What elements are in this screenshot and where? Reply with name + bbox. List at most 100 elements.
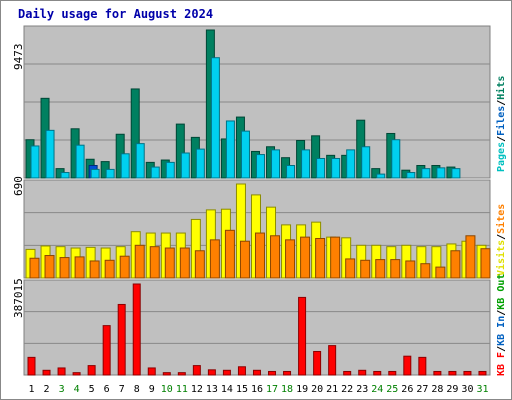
x-tick-label: 5 [89, 384, 95, 395]
bar-pages [271, 149, 281, 179]
bar-sites [270, 235, 281, 279]
bar-sites [330, 236, 341, 279]
legend-sep: / [496, 99, 507, 106]
bar-sites [119, 255, 130, 279]
bar-pages [346, 149, 356, 179]
x-tick-label: 25 [386, 384, 398, 395]
bar-sites [390, 259, 401, 279]
x-tick-label: 7 [119, 384, 125, 395]
bar-pages [301, 149, 311, 179]
bar-sites [104, 259, 115, 279]
x-tick-label: 26 [401, 384, 413, 395]
bar-sites [300, 236, 311, 279]
legend-sep: / [496, 309, 507, 316]
x-tick-label: 12 [191, 384, 203, 395]
bar-kb-f [418, 356, 427, 376]
bar-kb-f [87, 365, 96, 376]
x-tick-label: 27 [416, 384, 428, 395]
bar-sites [375, 259, 386, 279]
bar-pages [105, 168, 115, 179]
x-tick-label: 6 [104, 384, 110, 395]
bar-hits [371, 168, 381, 179]
bar-kb-f [72, 372, 81, 376]
bar-kb-f [358, 369, 367, 376]
bar-sites [435, 266, 446, 279]
bar-pages [240, 130, 250, 179]
x-tick-label: 23 [356, 384, 368, 395]
x-tick-label: 8 [134, 384, 140, 395]
bar-pages [286, 165, 296, 179]
bar-pages [180, 152, 190, 179]
bar-sites [450, 250, 461, 279]
x-tick-label: 20 [311, 384, 323, 395]
x-tick-label: 10 [161, 384, 173, 395]
bar-pages [421, 168, 431, 179]
legend-sep: / [496, 233, 507, 240]
bar-kb-f [57, 367, 66, 376]
x-tick-label: 29 [446, 384, 458, 395]
bar-pages [331, 157, 341, 179]
bar-pages [75, 144, 85, 179]
bar-hits [130, 88, 140, 179]
legend-pages: Pages [496, 141, 507, 172]
bar-pages [376, 173, 386, 179]
bar-sites [89, 260, 100, 279]
bar-pages [361, 146, 371, 179]
x-tick-label: 2 [44, 384, 50, 395]
panel3-ymax-label: 387015 [12, 278, 25, 318]
bar-kb-f [237, 366, 246, 376]
legend-kbout: KB Out [496, 273, 507, 310]
x-tick-label: 17 [266, 384, 278, 395]
bar-sites [44, 255, 55, 279]
legend-kbin: KB In [496, 315, 507, 346]
legend-hits: Hits [496, 75, 507, 100]
bar-pages [316, 157, 326, 179]
bar-sites [59, 257, 70, 279]
bar-kb-f [27, 356, 36, 376]
x-tick-label: 3 [59, 384, 65, 395]
bar-kb-f [373, 370, 382, 376]
bar-kb-f [132, 283, 141, 376]
bar-hits [175, 123, 185, 179]
panel1-ymax-label: 9473 [12, 43, 25, 71]
bar-sites [224, 229, 235, 279]
bar-kb-f [433, 370, 442, 376]
bar-kb-f [388, 370, 397, 376]
bar-kb-f [463, 370, 472, 376]
bar-sites [179, 247, 190, 279]
bar-sites [149, 246, 160, 279]
bar-sites [345, 258, 356, 279]
bar-sites [164, 247, 175, 279]
bar-kb-f [283, 370, 292, 376]
x-tick-label: 21 [326, 384, 338, 395]
x-tick-label: 9 [149, 384, 155, 395]
x-tick-label: 28 [431, 384, 443, 395]
panel1-legend: Pages/Files/Hits [496, 76, 507, 172]
legend-sep: / [496, 345, 507, 352]
panel2-legend: Visits/Sites [496, 204, 507, 276]
bar-kb-f [448, 370, 457, 376]
legend-kbf: KB F [496, 351, 507, 376]
bar-kb-f [328, 345, 337, 376]
bar-kb-f [313, 350, 322, 376]
bar-sites [465, 235, 476, 279]
bar-kb-f [117, 303, 126, 376]
x-tick-label: 14 [221, 384, 233, 395]
bar-kb-f [147, 367, 156, 376]
legend-sites: Sites [496, 203, 507, 234]
bar-hits [311, 135, 321, 179]
bar-sites [420, 263, 431, 279]
bar-kb-f [268, 370, 277, 376]
bar-kb-f [177, 372, 186, 376]
bar-pages [391, 139, 401, 179]
bar-sites [405, 260, 416, 279]
bar-pages [436, 167, 446, 179]
bar-pages [45, 129, 55, 179]
x-tick-label: 15 [236, 384, 248, 395]
x-tick-label: 24 [371, 384, 383, 395]
legend-files: Files [496, 105, 507, 136]
bar-sites [29, 257, 40, 279]
bar-kb-f [42, 369, 51, 376]
